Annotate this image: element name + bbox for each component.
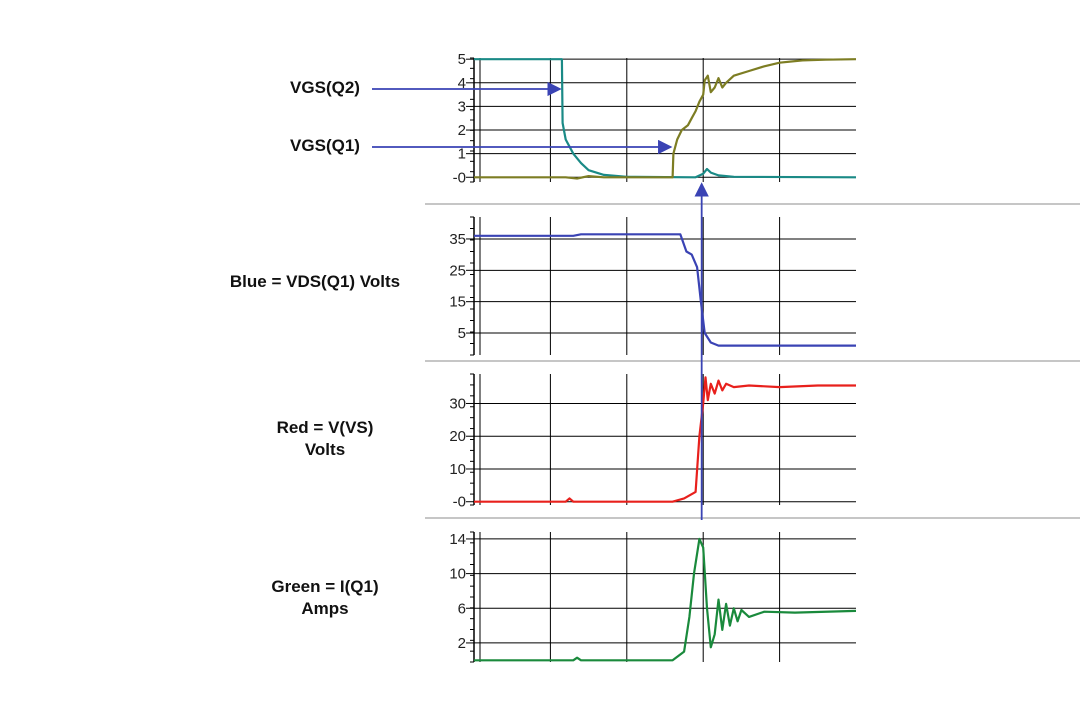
gate-voltages-ytick-label-1: 1 [458, 146, 466, 163]
label-v-vs-line2: Volts [304, 440, 346, 459]
v-vs-ytick-label-3: 30 [449, 395, 466, 412]
gate-voltages-ytick-label-0: -0 [453, 169, 466, 186]
label-v-vs: Red = V(VS) Volts [255, 417, 395, 461]
vds-ytick-label-1: 15 [449, 294, 466, 311]
v-vs-series-0 [474, 376, 856, 503]
i-q1-ytick-label-3: 14 [449, 531, 466, 548]
label-vgs-q1: VGS(Q1) [290, 136, 360, 155]
label-i-q1: Green = I(Q1) Amps [255, 576, 395, 620]
i-q1-ytick-label-2: 10 [449, 566, 466, 583]
vds-ytick-label-3: 35 [449, 231, 466, 248]
label-vgs-q2: VGS(Q2) [290, 78, 360, 97]
gate-voltages-ytick-label-3: 3 [458, 98, 466, 115]
label-i-q1-line2: Amps [301, 599, 349, 618]
i-q1-ytick-label-1: 6 [458, 600, 466, 617]
gate-voltages-series-0 [474, 58, 857, 179]
label-v-vs-line1: Red = V(VS) [276, 418, 374, 437]
gate-voltages-ytick-label-5: 5 [458, 51, 466, 68]
label-vds-q1: Blue = VDS(Q1) Volts [229, 272, 401, 291]
vds-ytick-label-0: 5 [458, 325, 466, 342]
gate-voltages-ytick-label-2: 2 [458, 122, 466, 139]
label-i-q1-line1: Green = I(Q1) [271, 577, 379, 596]
v-vs-ytick-label-1: 10 [449, 461, 466, 478]
vds-ytick-label-2: 25 [449, 262, 466, 279]
gate-voltages-series-1 [474, 58, 857, 180]
v-vs-ytick-label-0: -0 [453, 494, 466, 511]
vds-series-0 [474, 233, 856, 347]
v-vs-ytick-label-2: 20 [449, 428, 466, 445]
gate-voltages-ytick-label-4: 4 [458, 75, 466, 92]
i-q1-ytick-label-0: 2 [458, 635, 466, 652]
i-q1-series-0 [474, 537, 857, 662]
